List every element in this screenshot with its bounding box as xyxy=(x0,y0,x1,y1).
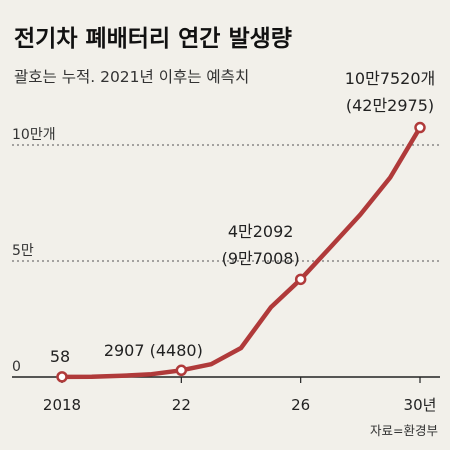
x-tick-label: 2018 xyxy=(43,396,81,414)
data-label: 4만2092 xyxy=(228,222,294,241)
y-tick-label: 5만 xyxy=(12,243,34,259)
data-point-marker xyxy=(414,121,426,134)
y-tick-label: 0 xyxy=(12,359,21,375)
x-tick-label: 30년 xyxy=(404,396,437,414)
data-label: 58 xyxy=(50,347,70,366)
chart-subtitle: 괄호는 누적. 2021년 이후는 예측치 xyxy=(14,68,249,86)
source-note: 자료=환경부 xyxy=(370,423,438,438)
data-label: 2907 (4480) xyxy=(104,341,203,360)
data-point-marker xyxy=(294,273,307,286)
data-point-marker xyxy=(175,364,188,377)
series-line xyxy=(59,125,423,380)
y-tick-label: 10만개 xyxy=(12,127,56,143)
series-layer xyxy=(56,121,426,383)
x-tick-label: 26 xyxy=(291,396,310,414)
chart-title: 전기차 폐배터리 연간 발생량 xyxy=(14,26,292,52)
data-label: (9만7008) xyxy=(222,249,300,268)
data-point-marker xyxy=(56,371,68,383)
data-label: 10만7520개 xyxy=(345,69,436,88)
x-tick-label: 22 xyxy=(172,396,191,414)
data-label: (42만2975) xyxy=(346,96,434,115)
label-layer: 0 5만 10만개 2018 22 26 30년 58 2907 (4480) 4만2092 (9만… xyxy=(12,69,436,414)
